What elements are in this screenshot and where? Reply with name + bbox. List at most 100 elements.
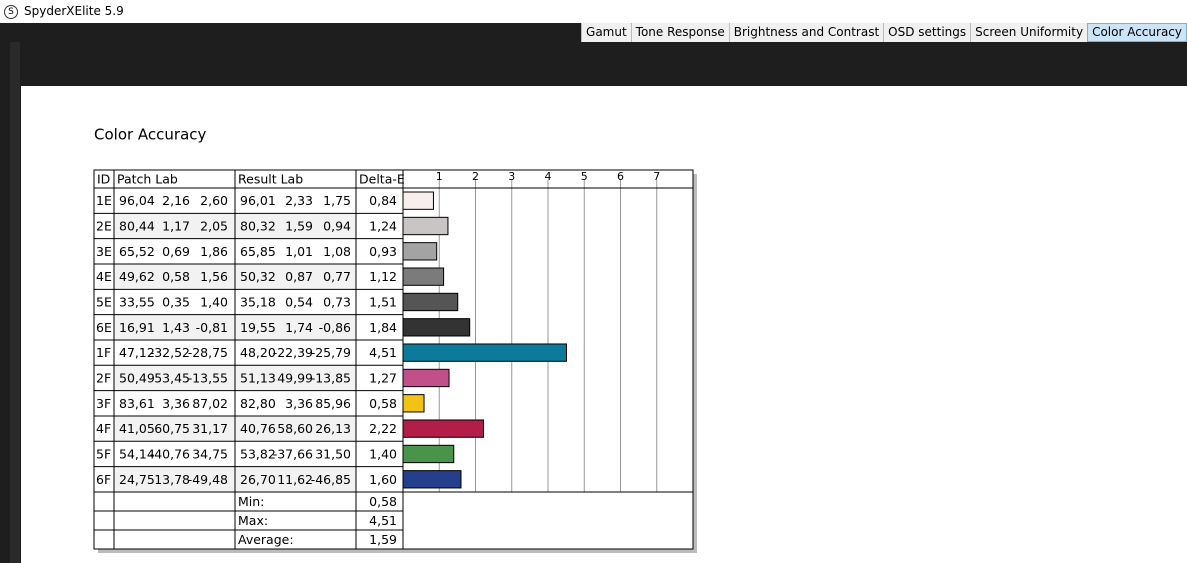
patch-lab: -28,75: [188, 345, 228, 360]
patch-lab: -49,48: [188, 472, 228, 487]
patch-lab: 1,86: [200, 244, 228, 259]
result-lab: 53,82: [240, 446, 276, 461]
result-lab: 0,54: [285, 294, 313, 309]
patch-lab: 24,75: [119, 472, 155, 487]
result-lab: 49,99: [277, 370, 313, 385]
patch-id: 4E: [96, 269, 112, 284]
result-lab: 31,50: [315, 446, 351, 461]
result-lab: 1,01: [285, 244, 313, 259]
x-tick-label: 4: [545, 170, 552, 183]
result-lab: 0,77: [323, 269, 351, 284]
result-lab: -37,66: [273, 446, 313, 461]
delta-e: 0,84: [369, 193, 397, 208]
result-lab: 96,01: [240, 193, 276, 208]
result-lab: 3,36: [285, 396, 313, 411]
result-lab: 1,59: [285, 218, 313, 233]
patch-lab: 0,69: [162, 244, 190, 259]
patch-lab: 65,52: [119, 244, 155, 259]
result-lab: 35,18: [240, 294, 276, 309]
delta-e: 1,51: [369, 294, 397, 309]
patch-lab: 33,55: [119, 294, 155, 309]
summary-label: Average:: [238, 532, 294, 547]
app-icon: S: [4, 5, 18, 19]
patch-id: 2E: [96, 218, 112, 233]
result-lab: 11,62: [277, 472, 313, 487]
bar: [402, 470, 462, 489]
x-tick-label: 1: [436, 170, 443, 183]
result-lab: 0,94: [323, 218, 351, 233]
bar: [402, 343, 567, 362]
result-lab: 50,32: [240, 269, 276, 284]
summary-label: Max:: [238, 513, 268, 528]
delta-e: 4,51: [369, 345, 397, 360]
delta-e: 1,40: [369, 446, 397, 461]
bar: [402, 368, 450, 388]
x-tick-label: 7: [653, 170, 660, 183]
tab[interactable]: Screen Uniformity: [970, 23, 1088, 42]
result-lab: 1,75: [323, 193, 351, 208]
patch-lab: 1,56: [200, 269, 228, 284]
result-lab: 48,20: [240, 345, 276, 360]
patch-lab: 0,35: [162, 294, 190, 309]
delta-e: 1,60: [369, 472, 397, 487]
patch-id: 1F: [96, 345, 111, 360]
delta-e: 2,22: [369, 421, 397, 436]
patch-lab: 16,91: [119, 320, 155, 335]
bar: [402, 292, 459, 312]
tab-bar: Gamut Tone Response Brightness and Contras…: [581, 23, 1187, 42]
patch-lab: 2,05: [200, 218, 228, 233]
heading: Color Accuracy: [94, 126, 207, 144]
patch-lab: 13,78: [154, 472, 190, 487]
delta-e: 1,12: [369, 269, 397, 284]
summary-value: 4,51: [369, 513, 397, 528]
delta-e: 1,27: [369, 370, 397, 385]
patch-lab: 1,43: [162, 320, 190, 335]
patch-lab: 2,60: [200, 193, 228, 208]
patch-lab: 0,58: [162, 269, 190, 284]
tab[interactable]: OSD settings: [883, 23, 971, 42]
patch-lab: 1,40: [200, 294, 228, 309]
patch-lab: 87,02: [192, 396, 228, 411]
patch-id: 3E: [96, 244, 112, 259]
result-lab: 65,85: [240, 244, 276, 259]
patch-id: 4F: [96, 421, 111, 436]
patch-lab: 54,14: [119, 446, 155, 461]
result-lab: 80,32: [240, 218, 276, 233]
result-lab: 82,80: [240, 396, 276, 411]
bar: [402, 444, 455, 464]
tab[interactable]: Gamut: [581, 23, 631, 42]
patch-lab: -13,55: [188, 370, 228, 385]
title-bar: S SpyderXElite 5.9: [0, 0, 1187, 23]
patch-lab: 31,17: [192, 421, 228, 436]
x-tick-label: 2: [472, 170, 479, 183]
patch-lab: -0,81: [196, 320, 228, 335]
patch-lab: 49,62: [119, 269, 155, 284]
bar: [402, 216, 449, 236]
tab[interactable]: Color Accuracy: [1087, 23, 1187, 42]
bar: [402, 242, 438, 261]
x-tick-label: 6: [617, 170, 624, 183]
patch-lab: 83,61: [119, 396, 155, 411]
patch-id: 5E: [96, 294, 112, 309]
patch-lab: 80,44: [119, 218, 155, 233]
column-header: ID: [97, 172, 110, 187]
patch-lab: -40,76: [150, 446, 190, 461]
summary-label: Min:: [238, 494, 264, 509]
patch-lab: 41,05: [119, 421, 155, 436]
patch-lab: 1,17: [162, 218, 190, 233]
side-bar: [10, 42, 20, 563]
result-lab: 1,74: [285, 320, 313, 335]
bar: [402, 419, 484, 438]
result-lab: -13,85: [311, 370, 351, 385]
tab[interactable]: Tone Response: [630, 23, 729, 42]
patch-id: 2F: [96, 370, 111, 385]
delta-e: 1,24: [369, 218, 397, 233]
result-lab: -46,85: [311, 472, 351, 487]
patch-lab: 47,12: [119, 345, 155, 360]
tab[interactable]: Brightness and Contrast: [728, 23, 884, 42]
delta-e: 1,84: [369, 320, 397, 335]
delta-e: 0,93: [369, 244, 397, 259]
patch-lab: 3,36: [162, 396, 190, 411]
result-lab: 51,13: [240, 370, 276, 385]
